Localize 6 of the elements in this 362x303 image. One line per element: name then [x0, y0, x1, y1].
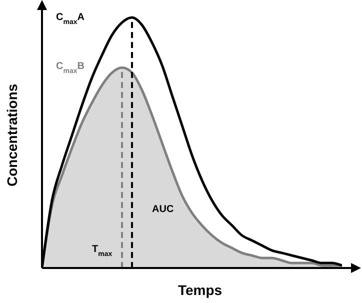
annotation: C$_{max}$A [56, 12, 84, 26]
x-axis-title: Temps [178, 282, 222, 298]
y-axis-title: Concentrations [4, 84, 20, 186]
annotation: T$_{max}$ [92, 244, 112, 258]
annotation: C$_{max}$B [56, 61, 84, 74]
annotation: AUC [152, 204, 174, 215]
